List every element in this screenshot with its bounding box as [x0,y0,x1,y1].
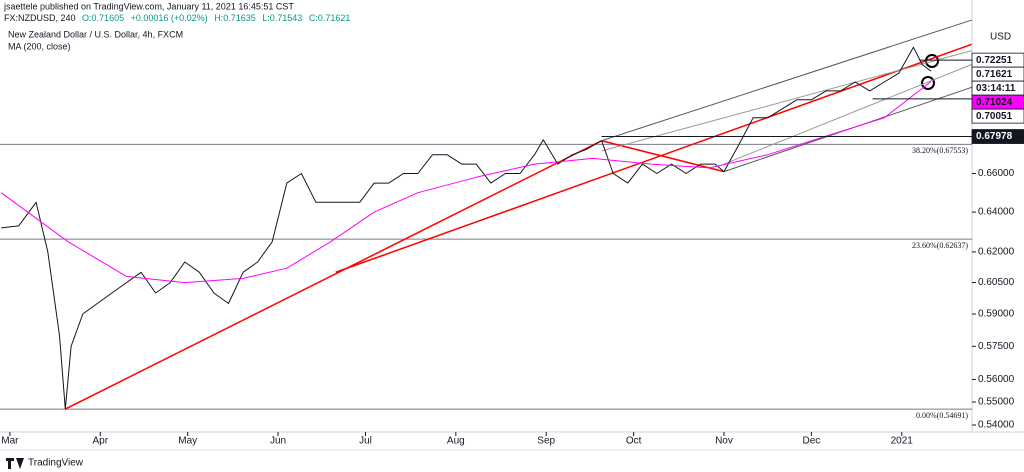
y-tick-label: 0.59000 [978,309,1015,320]
x-tick-label: Jun [270,436,286,447]
price-badge-label: 0.70051 [976,111,1013,122]
publisher: jsaettele published on TradingView.com, … [3,1,294,11]
y-tick-label: 0.64000 [978,207,1015,218]
x-tick-label: Apr [92,436,108,447]
price-badge-label: 0.67978 [976,131,1013,142]
x-tick-label: Sep [537,436,555,447]
trendline [601,50,972,152]
price-badge [971,108,1024,124]
brand-logo [6,458,24,469]
y-tick-label: 0.54000 [978,420,1015,431]
symbol: FX:NZDUSD, 240 [4,13,76,23]
fib-label: 23.60%(0.62637) [912,241,968,250]
x-tick-label: Oct [626,436,642,447]
fib-label: 0.00%(0.54691) [916,411,968,420]
price-line [1,46,932,410]
chart-title: New Zealand Dollar / U.S. Dollar, 4h, FX… [8,29,183,39]
low: L:0.71543 [262,13,302,23]
trendline [335,43,972,273]
y-tick-label: 0.57500 [978,341,1015,352]
open: O:0.71605 [82,13,124,23]
brand: TradingView [28,458,84,469]
annotation-circle [921,76,935,90]
y-tick-label: 0.55000 [978,397,1015,408]
price-badge [971,129,1024,144]
high: H:0.71635 [214,13,256,23]
x-tick-label: 2021 [891,436,914,447]
x-tick-label: Nov [715,436,733,447]
x-tick-label: Mar [1,436,19,447]
price-badge-label: 0.71024 [976,97,1013,108]
trendline [601,19,972,142]
x-tick-label: Jul [359,436,372,447]
x-tick-label: Dec [803,436,821,447]
change: +0.00016 (+0.02%) [131,13,208,23]
y-tick-label: 0.56000 [978,374,1015,385]
y-tick-label: 0.60500 [978,277,1015,288]
x-tick-label: Aug [447,436,465,447]
countdown: 03:14:11 [976,83,1016,94]
y-tick-label: 0.62000 [978,247,1015,258]
ma-legend: MA (200, close) [8,41,71,51]
ma-line [0,81,932,284]
fib-label: 38.20%(0.67553) [912,146,968,155]
y-tick-label: 0.66000 [978,168,1015,179]
x-tick-label: May [178,436,197,447]
price-badge-label: 0.72251 [976,55,1013,66]
price-badge-label: 0.71621 [976,69,1013,80]
trendline [723,64,972,165]
trendline [64,140,602,410]
currency: USD [990,32,1011,43]
close: C:0.71621 [309,13,351,23]
ohlc-header: FX:NZDUSD, 240 O:0.71605 +0.00016 (+0.02… [4,13,350,23]
